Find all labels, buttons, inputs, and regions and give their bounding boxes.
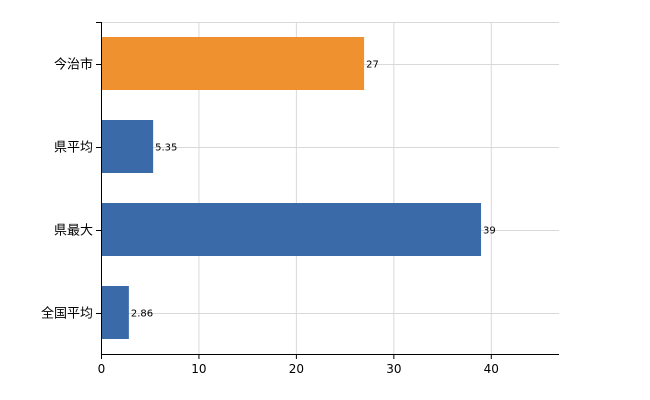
data-label: 2.86	[131, 309, 153, 320]
bars	[102, 37, 482, 339]
data-label: 27	[366, 60, 379, 71]
y-tick-label: 全国平均	[41, 306, 93, 322]
data-label: 5.35	[155, 143, 177, 154]
bar	[102, 203, 482, 256]
bar	[102, 120, 154, 173]
y-tick-label: 県平均	[54, 141, 93, 156]
x-tick-label: 10	[191, 362, 206, 376]
y-tick-label: 今治市	[54, 57, 93, 73]
x-tick-label: 0	[98, 362, 106, 376]
bar	[102, 286, 129, 339]
axes	[101, 22, 559, 355]
x-tick-label: 30	[386, 362, 401, 376]
data-label: 39	[483, 226, 496, 237]
x-tick-label: 40	[484, 362, 499, 376]
labels: 0 10 20 30 40 今治市 27 県平均 5.35 県最大 39 全国平均 2.86	[41, 22, 499, 376]
y-tick-label: 県最大	[54, 224, 93, 239]
bar	[102, 37, 365, 90]
x-tick-label: 20	[289, 362, 304, 376]
